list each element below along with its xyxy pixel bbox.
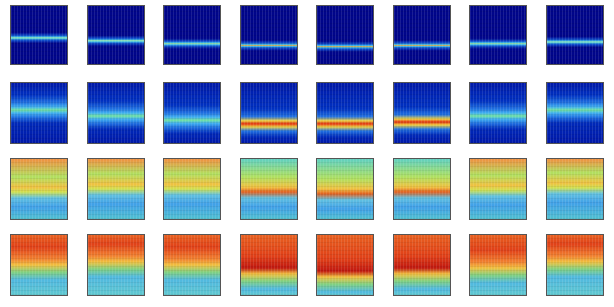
spectrogram-tile bbox=[240, 82, 298, 144]
tile-texture bbox=[241, 6, 297, 64]
spectrogram-tile bbox=[393, 5, 451, 65]
spectrogram-tile bbox=[469, 82, 527, 144]
tile-texture bbox=[547, 159, 603, 219]
tile-texture bbox=[164, 83, 220, 143]
tile-texture bbox=[394, 6, 450, 64]
spectrogram-tile bbox=[10, 234, 68, 296]
spectrogram-tile bbox=[87, 234, 145, 296]
spectrogram-tile bbox=[10, 5, 68, 65]
tile-texture bbox=[394, 83, 450, 143]
spectrogram-tile bbox=[240, 234, 298, 296]
tile-texture bbox=[164, 235, 220, 295]
tile-texture bbox=[317, 235, 373, 295]
spectrogram-tile bbox=[10, 82, 68, 144]
tile-texture bbox=[470, 6, 526, 64]
spectrogram-tile bbox=[87, 82, 145, 144]
spectrogram-tile bbox=[240, 5, 298, 65]
tile-texture bbox=[317, 6, 373, 64]
spectrogram-tile bbox=[163, 234, 221, 296]
tile-texture bbox=[317, 83, 373, 143]
tile-texture bbox=[547, 235, 603, 295]
tile-texture bbox=[164, 6, 220, 64]
spectrogram-tile bbox=[546, 5, 604, 65]
tile-texture bbox=[11, 6, 67, 64]
spectrogram-tile bbox=[316, 234, 374, 296]
tile-texture bbox=[241, 159, 297, 219]
spectrogram-tile bbox=[393, 158, 451, 220]
tile-texture bbox=[547, 6, 603, 64]
spectrogram-tile bbox=[316, 5, 374, 65]
spectrogram-tile bbox=[163, 158, 221, 220]
spectrogram-tile bbox=[546, 82, 604, 144]
spectrogram-tile bbox=[469, 158, 527, 220]
tile-texture bbox=[88, 6, 144, 64]
tile-texture bbox=[394, 159, 450, 219]
spectrogram-tile bbox=[87, 158, 145, 220]
tile-texture bbox=[11, 235, 67, 295]
spectrogram-tile bbox=[316, 158, 374, 220]
tile-texture bbox=[470, 83, 526, 143]
tile-texture bbox=[164, 159, 220, 219]
spectrogram-tile bbox=[316, 82, 374, 144]
tile-texture bbox=[317, 159, 373, 219]
tile-texture bbox=[11, 159, 67, 219]
tile-texture bbox=[241, 235, 297, 295]
tile-texture bbox=[88, 83, 144, 143]
spectrogram-tile bbox=[546, 158, 604, 220]
spectrogram-tile bbox=[393, 82, 451, 144]
spectrogram-tile bbox=[10, 158, 68, 220]
tile-texture bbox=[11, 83, 67, 143]
spectrogram-tile bbox=[546, 234, 604, 296]
spectrogram-tile bbox=[163, 5, 221, 65]
tile-texture bbox=[88, 235, 144, 295]
spectrogram-tile bbox=[469, 234, 527, 296]
spectrogram-tile bbox=[393, 234, 451, 296]
tile-texture bbox=[241, 83, 297, 143]
tile-texture bbox=[88, 159, 144, 219]
tile-texture bbox=[470, 159, 526, 219]
spectrogram-tile bbox=[163, 82, 221, 144]
spectrogram-tile bbox=[240, 158, 298, 220]
spectrogram-tile bbox=[87, 5, 145, 65]
spectrogram-tile bbox=[469, 5, 527, 65]
tile-texture bbox=[470, 235, 526, 295]
tile-texture bbox=[547, 83, 603, 143]
tile-texture bbox=[394, 235, 450, 295]
